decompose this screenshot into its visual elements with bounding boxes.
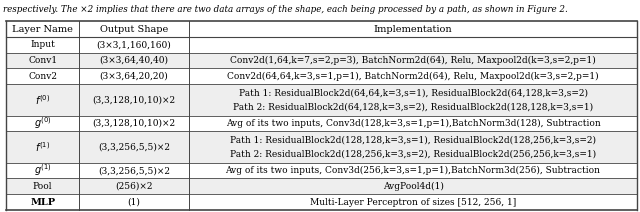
Text: $g^{(1)}$: $g^{(1)}$ xyxy=(34,163,51,179)
Text: MLP: MLP xyxy=(30,198,55,206)
Bar xyxy=(6,84,637,116)
Text: (3,3,128,10,10)×2: (3,3,128,10,10)×2 xyxy=(93,95,175,104)
Text: Path 2: ResidualBlock2d(64,128,k=3,s=2), ResidualBlock2d(128,128,k=3,s=1): Path 2: ResidualBlock2d(64,128,k=3,s=2),… xyxy=(233,103,593,112)
Bar xyxy=(6,179,637,194)
Text: Conv1: Conv1 xyxy=(28,56,57,65)
Text: Multi-Layer Perceptron of sizes [512, 256, 1]: Multi-Layer Perceptron of sizes [512, 25… xyxy=(310,198,516,206)
Text: $g^{(0)}$: $g^{(0)}$ xyxy=(34,116,51,131)
Bar xyxy=(6,116,637,131)
Bar xyxy=(6,21,637,37)
Bar xyxy=(6,194,637,210)
Text: Avg of its two inputs, Conv3d(128,k=3,s=1,p=1),BatchNorm3d(128), Subtraction: Avg of its two inputs, Conv3d(128,k=3,s=… xyxy=(226,119,600,128)
Text: Path 1: ResidualBlock2d(128,128,k=3,s=1), ResidualBlock2d(128,256,k=3,s=2): Path 1: ResidualBlock2d(128,128,k=3,s=1)… xyxy=(230,135,596,144)
Text: Path 2: ResidualBlock2d(128,256,k=3,s=2), ResidualBlock2d(256,256,k=3,s=1): Path 2: ResidualBlock2d(128,256,k=3,s=2)… xyxy=(230,150,596,159)
Text: Input: Input xyxy=(30,40,55,49)
Text: (3,3,256,5,5)×2: (3,3,256,5,5)×2 xyxy=(98,142,170,152)
Text: (3,3,256,5,5)×2: (3,3,256,5,5)×2 xyxy=(98,166,170,175)
Text: Implementation: Implementation xyxy=(374,25,452,33)
Text: Avg of its two inputs, Conv3d(256,k=3,s=1,p=1),BatchNorm3d(256), Subtraction: Avg of its two inputs, Conv3d(256,k=3,s=… xyxy=(225,166,600,175)
Text: $f^{(1)}$: $f^{(1)}$ xyxy=(35,140,51,154)
Text: respectively. The ×2 implies that there are two data arrays of the shape, each b: respectively. The ×2 implies that there … xyxy=(3,5,568,14)
Text: (256)×2: (256)×2 xyxy=(115,182,153,191)
Text: Output Shape: Output Shape xyxy=(100,25,168,33)
Text: AvgPool4d(1): AvgPool4d(1) xyxy=(383,182,444,191)
Text: $f^{(0)}$: $f^{(0)}$ xyxy=(35,93,51,107)
Text: Path 1: ResidualBlock2d(64,64,k=3,s=1), ResidualBlock2d(64,128,k=3,s=2): Path 1: ResidualBlock2d(64,64,k=3,s=1), … xyxy=(239,88,588,97)
Text: Pool: Pool xyxy=(33,182,52,191)
Text: Conv2: Conv2 xyxy=(28,72,57,81)
Text: Conv2d(64,64,k=3,s=1,p=1), BatchNorm2d(64), Relu, Maxpool2d(k=3,s=2,p=1): Conv2d(64,64,k=3,s=1,p=1), BatchNorm2d(6… xyxy=(227,72,599,81)
Bar xyxy=(6,163,637,179)
Bar xyxy=(6,37,637,53)
Text: Conv2d(1,64,k=7,s=2,p=3), BatchNorm2d(64), Relu, Maxpool2d(k=3,s=2,p=1): Conv2d(1,64,k=7,s=2,p=3), BatchNorm2d(64… xyxy=(230,56,596,65)
Bar xyxy=(6,68,637,84)
Bar xyxy=(6,53,637,68)
Text: (3×3,64,40,40): (3×3,64,40,40) xyxy=(100,56,168,65)
Text: (3×3,64,20,20): (3×3,64,20,20) xyxy=(100,72,168,81)
Text: (1): (1) xyxy=(127,198,141,206)
Text: Layer Name: Layer Name xyxy=(12,25,73,33)
Text: (3×3,1,160,160): (3×3,1,160,160) xyxy=(97,40,172,49)
Bar xyxy=(6,131,637,163)
Text: (3,3,128,10,10)×2: (3,3,128,10,10)×2 xyxy=(93,119,175,128)
